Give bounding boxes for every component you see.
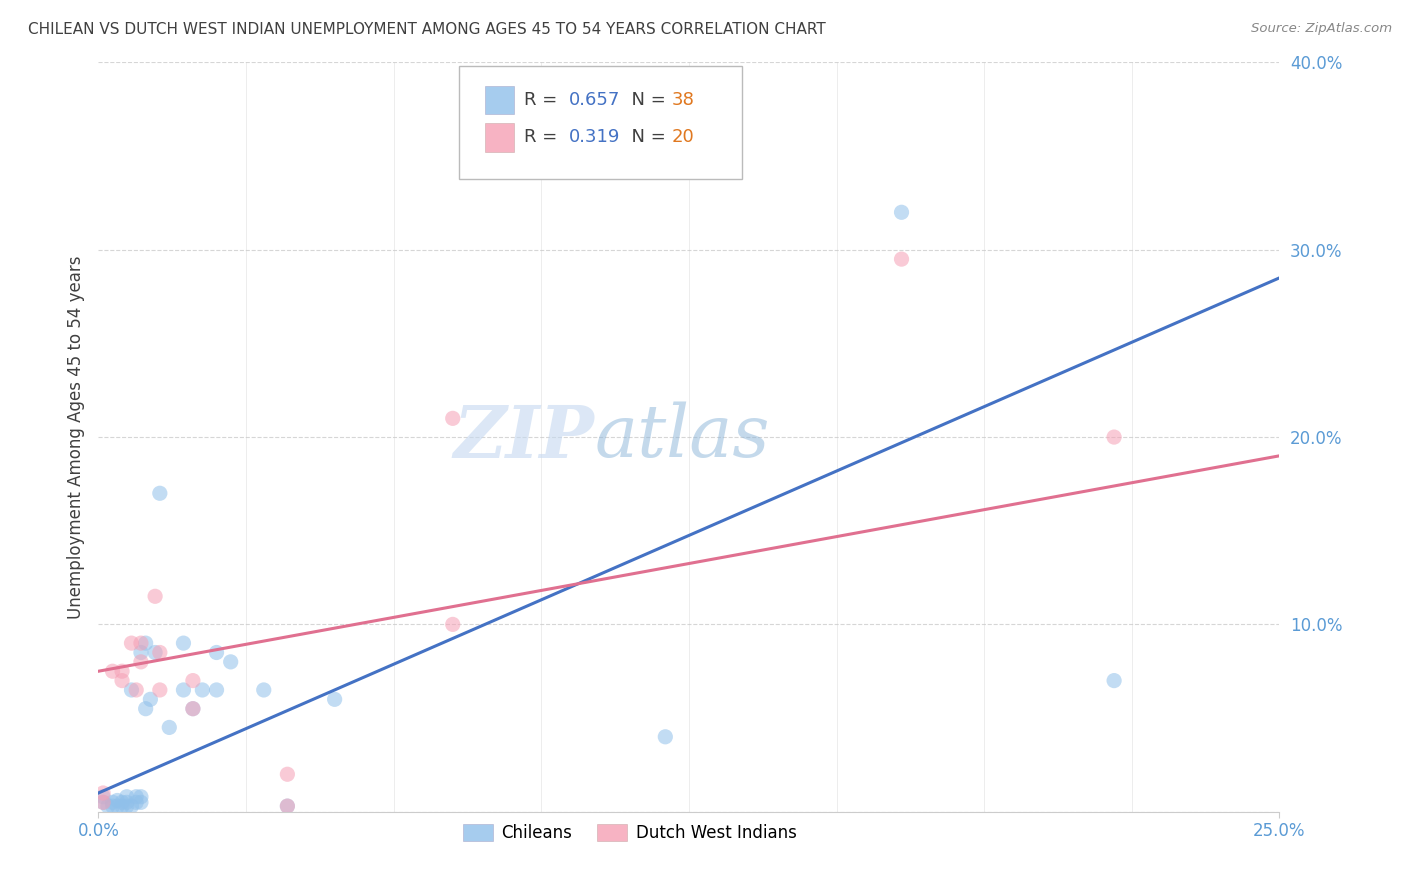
Text: 0.657: 0.657: [568, 91, 620, 109]
Text: N =: N =: [620, 91, 672, 109]
Point: [149, 646, 172, 660]
Point: [135, 636, 157, 650]
Point: [129, 796, 152, 810]
Point: [172, 683, 194, 698]
Point: [91, 786, 114, 800]
Y-axis label: Unemployment Among Ages 45 to 54 years: Unemployment Among Ages 45 to 54 years: [66, 255, 84, 619]
Point: [441, 617, 464, 632]
Point: [441, 411, 464, 425]
Point: [181, 701, 204, 715]
Point: [121, 636, 143, 650]
Text: N =: N =: [620, 128, 672, 146]
Point: [121, 683, 143, 698]
Text: atlas: atlas: [595, 401, 770, 473]
Point: [139, 692, 162, 706]
Point: [135, 701, 157, 715]
Point: [125, 683, 148, 698]
Point: [143, 590, 166, 604]
Point: [172, 636, 194, 650]
Point: [191, 683, 214, 698]
Point: [91, 789, 114, 804]
Text: 0.319: 0.319: [568, 128, 620, 146]
FancyBboxPatch shape: [485, 123, 515, 152]
Point: [101, 796, 124, 810]
Text: Source: ZipAtlas.com: Source: ZipAtlas.com: [1251, 22, 1392, 36]
Point: [111, 799, 134, 814]
Point: [149, 486, 172, 500]
Point: [205, 646, 228, 660]
Point: [129, 636, 152, 650]
Text: R =: R =: [523, 91, 562, 109]
Text: ZIP: ZIP: [454, 401, 595, 473]
Point: [105, 793, 128, 807]
Point: [181, 701, 204, 715]
FancyBboxPatch shape: [458, 66, 742, 178]
Point: [149, 683, 172, 698]
Point: [111, 796, 134, 810]
Point: [1102, 673, 1125, 688]
Text: R =: R =: [523, 128, 562, 146]
Point: [276, 799, 298, 814]
Point: [115, 799, 138, 814]
Point: [219, 655, 242, 669]
Point: [115, 796, 138, 810]
Point: [101, 664, 124, 679]
Text: 38: 38: [671, 91, 695, 109]
Point: [181, 673, 204, 688]
Point: [129, 655, 152, 669]
Point: [91, 796, 114, 810]
Text: 20: 20: [671, 128, 695, 146]
Point: [323, 692, 346, 706]
Point: [105, 799, 128, 814]
Point: [101, 799, 124, 814]
Point: [111, 673, 134, 688]
Point: [890, 205, 912, 219]
Point: [97, 799, 120, 814]
Point: [654, 730, 676, 744]
Point: [276, 767, 298, 781]
FancyBboxPatch shape: [485, 86, 515, 114]
Point: [143, 646, 166, 660]
Point: [121, 799, 143, 814]
Point: [205, 683, 228, 698]
Point: [115, 789, 138, 804]
Legend: Chileans, Dutch West Indians: Chileans, Dutch West Indians: [457, 817, 803, 848]
Point: [91, 796, 114, 810]
Point: [129, 646, 152, 660]
Point: [125, 789, 148, 804]
Point: [253, 683, 276, 698]
Point: [111, 664, 134, 679]
Point: [125, 796, 148, 810]
Text: CHILEAN VS DUTCH WEST INDIAN UNEMPLOYMENT AMONG AGES 45 TO 54 YEARS CORRELATION : CHILEAN VS DUTCH WEST INDIAN UNEMPLOYMEN…: [28, 22, 825, 37]
Point: [276, 799, 298, 814]
Point: [129, 789, 152, 804]
Point: [890, 252, 912, 266]
Point: [157, 721, 180, 735]
Point: [1102, 430, 1125, 444]
